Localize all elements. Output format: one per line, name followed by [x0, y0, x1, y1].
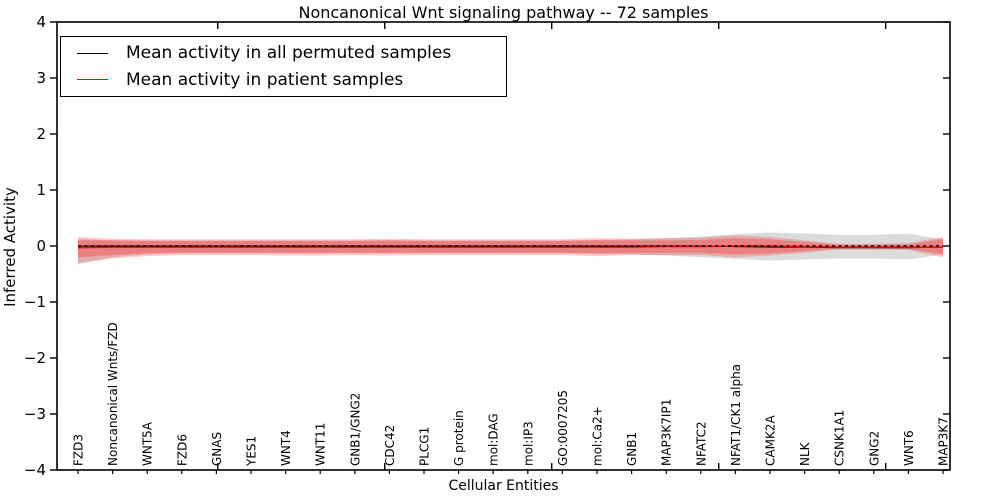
x-category-label: WNT5A — [141, 421, 155, 466]
x-category-label: NFAT1/CK1 alpha — [729, 364, 743, 466]
x-category-label: GO:0007205 — [556, 390, 570, 466]
y-tick-label: 2 — [36, 125, 46, 143]
chart-title: Noncanonical Wnt signaling pathway -- 72… — [298, 3, 709, 22]
y-tick-label: 0 — [36, 237, 46, 255]
legend-label-permuted: Mean activity in all permuted samples — [126, 43, 452, 64]
x-category-label: Noncanonical Wnts/FZD — [106, 322, 120, 466]
x-axis-label: Cellular Entities — [448, 478, 559, 494]
x-category-label: NLK — [798, 441, 812, 466]
x-category-label: MAP3K7 — [937, 417, 951, 466]
y-tick-label: −1 — [24, 293, 46, 311]
x-category-label: FZD6 — [175, 434, 189, 466]
x-category-label: GNAS — [210, 432, 224, 466]
x-category-label: mol:DAG — [487, 413, 501, 466]
x-category-label: YES1 — [245, 436, 259, 467]
x-category-label: WNT4 — [279, 430, 293, 466]
permuted-mean-line-sample — [77, 52, 108, 54]
patient-mean-line — [77, 245, 943, 249]
x-category-label: GNB1/GNG2 — [348, 393, 362, 466]
patient-samples-std-band-outer — [78, 235, 943, 263]
x-category-label: GNG2 — [867, 431, 881, 466]
x-category-label: mol:Ca2+ — [591, 406, 605, 466]
y-tick-label: −3 — [24, 405, 46, 423]
x-category-label: MAP3K7IP1 — [660, 399, 674, 466]
x-category-label: WNT6 — [902, 430, 916, 466]
x-category-label: NFATC2 — [694, 421, 708, 466]
legend-label-patient: Mean activity in patient samples — [126, 69, 404, 90]
x-category-label: GNB1 — [625, 432, 639, 466]
y-tick-label: −2 — [24, 349, 46, 367]
patient-mean-line-sample — [77, 79, 108, 81]
x-category-label: FZD3 — [72, 434, 86, 466]
y-tick-label: −4 — [24, 461, 46, 479]
x-category-label: PLCG1 — [418, 427, 432, 466]
x-category-label: mol:IP3 — [521, 421, 535, 466]
y-tick-label: 3 — [36, 69, 46, 87]
x-category-label: CSNK1A1 — [833, 410, 847, 466]
x-category-label: CDC42 — [383, 425, 397, 466]
x-category-label: CAMK2A — [764, 415, 778, 466]
x-category-label: G protein — [452, 410, 466, 466]
permuted-samples-std-band — [78, 232, 943, 265]
y-tick-label: 1 — [36, 181, 46, 199]
y-tick-label: 4 — [36, 13, 46, 31]
legend-row-patient: Mean activity in patient samples — [61, 70, 506, 90]
legend: Mean activity in all permuted samples Me… — [60, 36, 507, 97]
legend-row-permuted: Mean activity in all permuted samples — [61, 43, 506, 63]
x-category-label: WNT11 — [314, 423, 328, 466]
